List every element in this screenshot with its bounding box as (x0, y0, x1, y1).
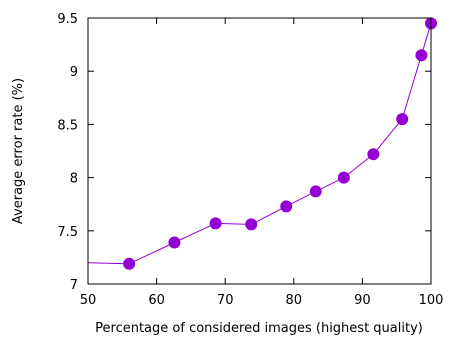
y-tick-label: 8.5 (57, 118, 78, 133)
data-point (309, 185, 322, 198)
x-axis-label: Percentage of considered images (highest… (95, 321, 423, 336)
y-tick-label: 7.5 (57, 225, 78, 240)
data-point (168, 236, 181, 249)
x-tick-label: 70 (217, 293, 234, 308)
data-point (123, 257, 136, 270)
y-axis-label: Average error rate (%) (11, 78, 26, 224)
data-point (337, 171, 350, 184)
y-tick-label: 9.5 (57, 12, 78, 27)
x-tick-label: 90 (354, 293, 371, 308)
data-point (209, 217, 222, 230)
series-line (87, 23, 432, 265)
data-point (280, 200, 293, 213)
x-tick-label: 50 (80, 293, 97, 308)
data-point (396, 113, 409, 126)
data-point (415, 49, 428, 62)
y-tick-label: 7 (70, 278, 78, 293)
x-tick-label: 80 (286, 293, 303, 308)
y-tick-label: 8 (70, 172, 78, 187)
x-tick-label: 60 (148, 293, 165, 308)
series-layer (87, 17, 437, 270)
y-tick-label: 9 (70, 65, 78, 80)
x-tick-label: 100 (419, 293, 444, 308)
data-point (245, 218, 258, 231)
plot-frame (87, 17, 432, 285)
data-point (367, 148, 380, 161)
